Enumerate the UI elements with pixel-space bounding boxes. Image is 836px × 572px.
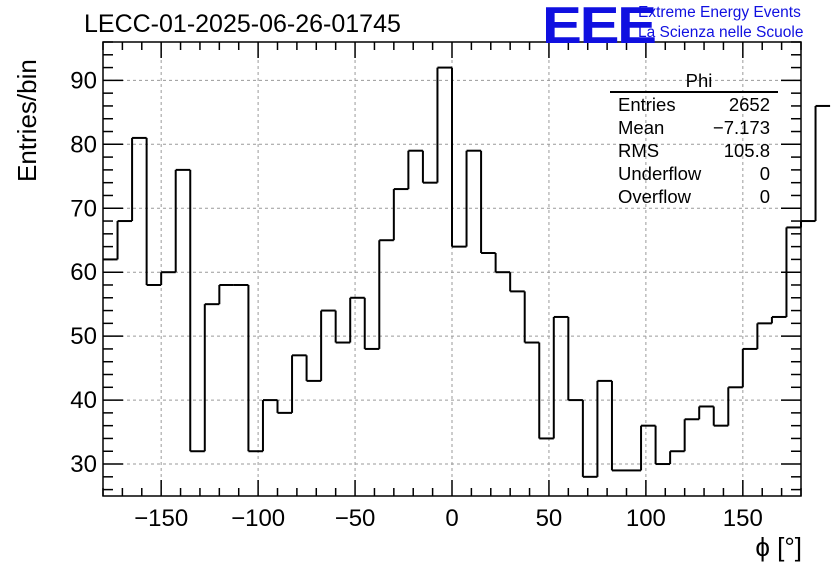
x-tick-label: 100 xyxy=(626,505,666,532)
histogram-bin xyxy=(276,400,293,414)
histogram-bin xyxy=(261,399,278,452)
histogram-bin xyxy=(741,347,758,388)
histogram-bin xyxy=(654,425,671,466)
x-axis-label: ϕ [°] xyxy=(755,532,802,562)
y-axis-label: Entries/bin xyxy=(12,59,42,182)
y-tick-label: 70 xyxy=(70,195,97,222)
x-tick-label: 0 xyxy=(445,505,458,532)
x-tick-label: −50 xyxy=(335,505,376,532)
y-tick-label: 50 xyxy=(70,323,97,350)
histogram-bin xyxy=(581,400,598,478)
histogram-bin xyxy=(189,169,205,453)
stats-label: Underflow xyxy=(618,163,702,184)
histogram-bin xyxy=(523,291,540,344)
histogram-bin xyxy=(160,271,176,285)
histogram-bin xyxy=(349,296,365,343)
axes: −150 −100 −50 0 50 100 150 30 40 50 60 70 80 90 xyxy=(70,41,802,532)
histogram-bin xyxy=(494,253,511,274)
histogram-bin xyxy=(596,379,612,477)
histogram-bin xyxy=(727,386,743,426)
stats-value: 0 xyxy=(759,186,770,207)
histogram-bin xyxy=(436,66,452,183)
logo-caption: Extreme Energy Events La Scienza nelle S… xyxy=(638,3,803,43)
histogram-bin xyxy=(800,220,816,228)
histogram-bin xyxy=(567,316,583,402)
stats-value: 105.8 xyxy=(723,140,770,161)
y-tick-label: 60 xyxy=(70,259,97,286)
histogram-bin xyxy=(814,104,831,222)
histogram-bin xyxy=(291,354,307,413)
histogram-bin xyxy=(247,284,263,453)
x-tick-label: 50 xyxy=(536,505,563,532)
chart-title: LECC-01-2025-06-26-01745 xyxy=(84,10,401,38)
histogram-bin xyxy=(538,342,554,440)
histogram-bin xyxy=(465,149,482,247)
stats-label: RMS xyxy=(618,140,660,161)
histogram-bin xyxy=(363,297,380,350)
x-tick-label: 150 xyxy=(723,505,763,532)
histogram-bin xyxy=(698,405,714,420)
y-tick-label: 80 xyxy=(70,131,97,158)
histogram-bin xyxy=(451,67,467,248)
histogram-bin xyxy=(218,283,234,305)
histogram-bin xyxy=(610,380,627,472)
histogram-bin xyxy=(203,303,220,452)
x-tick-label: −100 xyxy=(231,505,285,532)
histogram-bin xyxy=(334,310,351,344)
x-tick-label: −150 xyxy=(134,505,188,532)
stats-row-entries: Entries 2652 xyxy=(610,93,778,116)
histogram-bin xyxy=(421,150,438,184)
histogram-bin xyxy=(712,406,729,427)
histogram-bin xyxy=(145,137,162,286)
histogram-bin xyxy=(509,272,525,293)
histogram-bin xyxy=(116,220,133,260)
histogram-bin xyxy=(770,315,787,324)
stats-box: Phi Entries 2652 Mean −7.173 RMS 105.8 U… xyxy=(610,70,778,208)
histogram-bin xyxy=(480,150,496,255)
histogram-bin xyxy=(683,418,700,452)
histogram-bin xyxy=(174,168,191,273)
histogram-bin xyxy=(552,315,569,439)
stats-label: Mean xyxy=(618,117,665,138)
stats-label: Entries xyxy=(618,94,676,115)
logo-line-2: La Scienza nelle Scuole xyxy=(638,24,804,41)
stats-value: −7.173 xyxy=(712,117,770,138)
histogram-bin xyxy=(131,136,147,222)
histogram-bin xyxy=(669,450,685,465)
histogram-bin xyxy=(640,424,656,471)
eee-logo: EEE xyxy=(542,0,657,55)
histogram-bin xyxy=(378,239,394,349)
stats-row-mean: Mean −7.173 xyxy=(610,116,778,139)
y-tick-label: 30 xyxy=(70,451,97,478)
stats-row-underflow: Underflow 0 xyxy=(610,162,778,185)
y-tick-label: 40 xyxy=(70,387,97,414)
stats-title: Phi xyxy=(610,70,778,93)
stats-label: Overflow xyxy=(618,186,691,207)
histogram-bin xyxy=(320,309,336,381)
histogram-bin xyxy=(305,355,322,382)
histogram-bin xyxy=(756,322,772,349)
stats-row-overflow: Overflow 0 xyxy=(610,185,778,208)
stats-value: 2652 xyxy=(728,94,770,115)
stats-row-rms: RMS 105.8 xyxy=(610,139,778,162)
stats-value: 0 xyxy=(759,163,770,184)
histogram-bin xyxy=(392,188,409,241)
histogram-series xyxy=(103,66,831,478)
logo-line-1: Extreme Energy Events xyxy=(638,4,801,21)
y-tick-label: 90 xyxy=(70,67,97,94)
histogram-bin xyxy=(407,149,423,190)
